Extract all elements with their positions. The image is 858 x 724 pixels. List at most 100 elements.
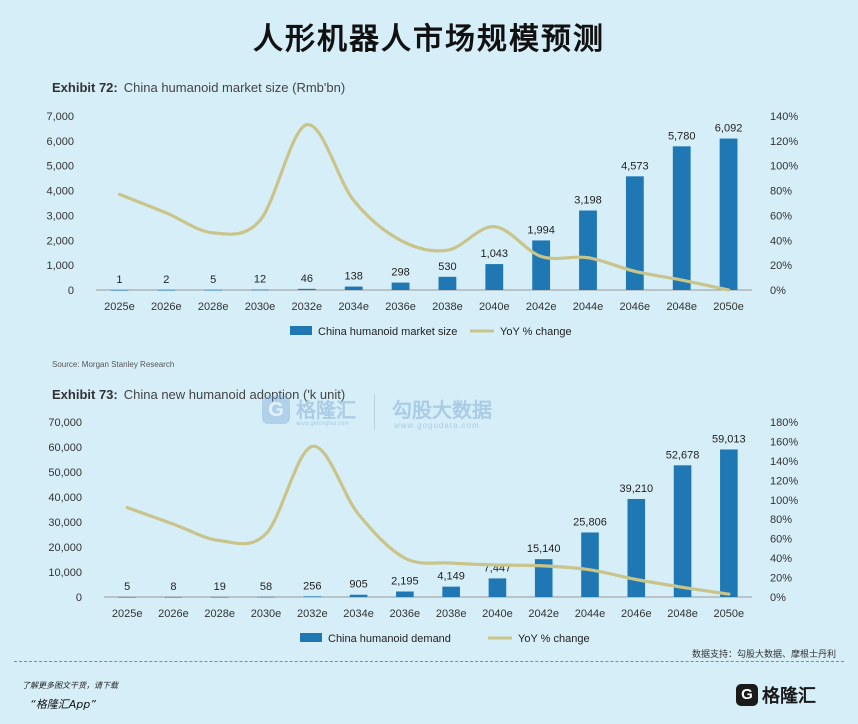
x-tick-label: 2025e: [104, 301, 135, 313]
bar: [391, 282, 410, 290]
y-tick-right: 0%: [770, 285, 786, 297]
brand-name: 格隆汇: [762, 686, 816, 707]
bar-data-label: 3,198: [574, 195, 602, 207]
y-tick-left: 20,000: [48, 542, 82, 554]
y-tick-right: 120%: [770, 136, 798, 148]
y-tick-left: 4,000: [46, 186, 74, 198]
y-tick-right: 40%: [770, 235, 792, 247]
bar: [720, 449, 738, 597]
legend-bar-label: China humanoid demand: [328, 633, 451, 645]
x-tick-label: 2048e: [666, 301, 697, 313]
bar: [625, 176, 644, 290]
x-tick-label: 2034e: [343, 608, 374, 620]
bar: [257, 596, 275, 598]
bar-data-label: 5,780: [668, 130, 696, 142]
legend-bar-swatch: [290, 326, 312, 335]
bar: [118, 596, 136, 598]
y-tick-left: 3,000: [46, 210, 74, 222]
y-tick-right: 160%: [770, 436, 798, 448]
watermark-logo: G 格隆汇 www.gelonghui.com 勾股大数据 www.goguda…: [262, 394, 502, 434]
x-tick-label: 2044e: [573, 301, 604, 313]
bar-data-label: 25,806: [573, 516, 607, 528]
y-tick-left: 50,000: [48, 467, 82, 479]
exhibit-72-label: Exhibit 72:: [52, 80, 118, 95]
bar: [164, 596, 183, 598]
brand-logo[interactable]: G 格隆汇: [736, 682, 836, 712]
y-tick-right: 60%: [770, 210, 792, 222]
y-tick-right: 0%: [770, 592, 786, 604]
y-tick-left: 60,000: [48, 442, 82, 454]
bar-data-label: 12: [254, 274, 266, 286]
watermark-url: www.gelonghui.com: [296, 421, 350, 427]
x-tick-label: 2050e: [714, 608, 745, 620]
y-tick-left: 7,000: [46, 111, 74, 123]
y-tick-left: 70,000: [48, 417, 82, 429]
y-tick-left: 6,000: [46, 136, 74, 148]
yoy-line: [117, 123, 731, 292]
yoy-line: [125, 444, 731, 596]
y-tick-left: 1,000: [46, 260, 74, 272]
bar-data-label: 256: [303, 580, 321, 592]
bar: [204, 289, 223, 291]
y-tick-left: 5,000: [46, 161, 74, 173]
bar-data-label: 2,195: [391, 576, 419, 588]
y-tick-right: 140%: [770, 456, 798, 468]
watermark-name: 格隆汇: [296, 398, 356, 422]
bar-data-label: 8: [170, 581, 176, 593]
exhibit-72-title: China humanoid market size (Rmb'bn): [123, 80, 346, 95]
exhibit-73-title: China new humanoid adoption ('k unit): [123, 387, 346, 402]
x-tick-label: 2040e: [482, 608, 513, 620]
y-tick-right: 60%: [770, 534, 792, 546]
bar-data-label: 1,994: [527, 224, 555, 236]
bar: [719, 138, 738, 290]
x-tick-label: 2036e: [385, 301, 416, 313]
bar-data-label: 530: [438, 261, 456, 273]
bar-data-label: 4,573: [621, 160, 649, 172]
bar: [438, 276, 457, 290]
bar: [344, 286, 363, 290]
bar: [488, 578, 507, 597]
bar-data-label: 1,043: [481, 248, 509, 260]
bar: [396, 591, 414, 597]
bar: [297, 288, 316, 290]
data-source: 数据支持：勾股大数据、摩根士丹利: [691, 650, 836, 660]
x-tick-label: 2028e: [198, 301, 229, 313]
bar: [534, 559, 553, 597]
x-tick-label: 2040e: [479, 301, 510, 313]
bar-data-label: 1: [116, 274, 122, 286]
bar-data-label: 39,210: [619, 483, 653, 495]
y-tick-left: 30,000: [48, 517, 82, 529]
bar: [210, 596, 229, 598]
y-tick-right: 80%: [770, 186, 792, 198]
x-tick-label: 2042e: [526, 301, 557, 313]
x-tick-label: 2038e: [436, 608, 467, 620]
brand-icon: G: [736, 684, 758, 706]
adoption-chart: 0 10,000 20,000 30,000 40,000 50,000 60,000 70,…: [48, 417, 798, 645]
x-tick-label: 2028e: [204, 608, 235, 620]
bar: [303, 596, 322, 597]
x-tick-label: 2048e: [667, 608, 698, 620]
legend-bar-swatch: [300, 633, 322, 642]
y-tick-right: 20%: [770, 573, 792, 585]
x-tick-label: 2032e: [297, 608, 328, 620]
page-title: 人形机器人市场规模预测: [253, 22, 605, 57]
gelonghui-logo-icon: G: [262, 396, 290, 424]
x-tick-label: 2044e: [575, 608, 606, 620]
bar: [110, 289, 129, 291]
bar: [349, 594, 368, 597]
bar: [251, 289, 269, 291]
bar-data-label: 5: [124, 581, 130, 593]
bar-data-label: 19: [214, 581, 226, 593]
bar: [627, 498, 646, 597]
y-tick-right: 100%: [770, 161, 798, 173]
footer-app-name: “格隆汇App”: [30, 698, 96, 711]
y-tick-left: 0: [76, 592, 82, 604]
bar: [157, 289, 176, 291]
footer-promo: 了解更多图文干货，请下载: [22, 681, 118, 690]
market-size-chart: 0 1,000 2,000 3,000 4,000 5,000 6,000 7,000 0% 20…: [46, 111, 798, 338]
y-tick-right: 140%: [770, 111, 798, 123]
legend-line-label: YoY % change: [518, 633, 590, 645]
x-tick-label: 2032e: [292, 301, 323, 313]
bar-data-label: 52,678: [666, 449, 700, 461]
bar-data-label: 6,092: [715, 123, 743, 135]
